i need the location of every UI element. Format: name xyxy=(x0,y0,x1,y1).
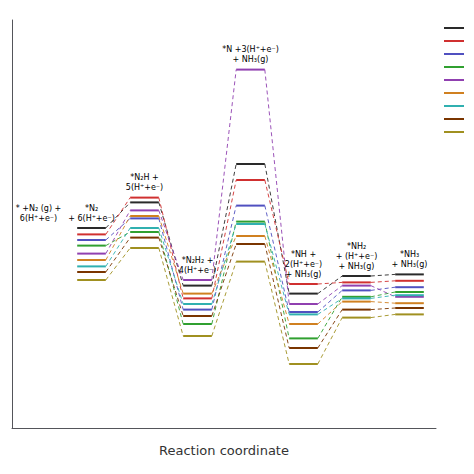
svg-text:4(H⁺+e⁻): 4(H⁺+e⁻) xyxy=(179,266,216,275)
svg-text:+ (H⁺+e⁻): + (H⁺+e⁻) xyxy=(336,252,378,261)
svg-text:+ NH₃(g): + NH₃(g) xyxy=(286,270,322,279)
svg-text:*NH +: *NH + xyxy=(291,250,316,259)
svg-text:+ NH₃(g): + NH₃(g) xyxy=(233,55,269,64)
svg-text:5(H⁺+e⁻): 5(H⁺+e⁻) xyxy=(126,183,163,192)
svg-text:2(H⁺+e⁻): 2(H⁺+e⁻) xyxy=(285,260,322,269)
svg-text:+ 6(H⁺+e⁻): + 6(H⁺+e⁻) xyxy=(68,214,115,223)
svg-text:*N₂H +: *N₂H + xyxy=(130,173,158,182)
svg-text:*NH₂: *NH₂ xyxy=(347,242,366,251)
svg-text:*N₂: *N₂ xyxy=(85,204,98,213)
svg-text:+ NH₃(g): + NH₃(g) xyxy=(392,260,428,269)
svg-text:* +N₂ (g) +: * +N₂ (g) + xyxy=(16,204,62,213)
svg-text:*NH₃: *NH₃ xyxy=(400,250,419,259)
svg-text:+ NH₃(g): + NH₃(g) xyxy=(339,262,375,271)
svg-text:6(H⁺+e⁻): 6(H⁺+e⁻) xyxy=(20,214,57,223)
svg-text:Reaction coordinate: Reaction coordinate xyxy=(159,443,289,458)
svg-text:*N₂H₂ +: *N₂H₂ + xyxy=(182,256,214,265)
svg-text:*N +3(H⁺+e⁻): *N +3(H⁺+e⁻) xyxy=(222,45,279,54)
